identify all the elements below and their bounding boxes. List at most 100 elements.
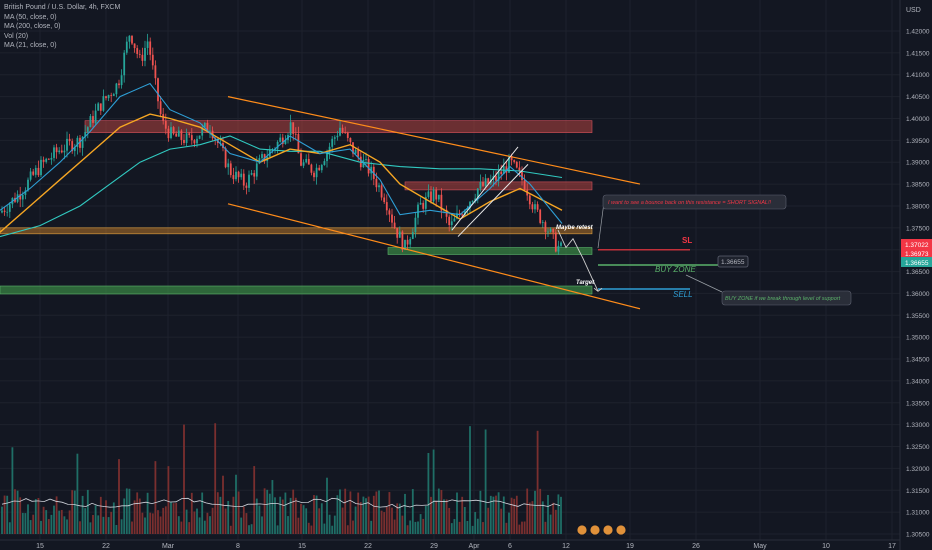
volume-bars [1,423,562,534]
symbol-title[interactable]: British Pound / U.S. Dollar, 4h, FXCM [4,4,121,11]
candle-body [515,161,518,168]
volume-bar [203,520,206,534]
volume-bar [492,496,495,534]
sl-label: SL [682,236,692,245]
volume-bar [253,466,256,534]
candle-body [432,189,435,202]
volume-bar [541,501,544,534]
volume-bar [443,499,445,534]
indicator-ma200[interactable]: MA (200, close, 0) [4,23,61,30]
price-tag [901,248,932,258]
candle-body [1,210,3,213]
candle-body [307,158,310,165]
candle-body [427,191,430,197]
volume-bar [76,453,79,534]
price-tick-label: 1.31500 [906,488,930,495]
volume-bar [313,495,315,534]
volume-bar [489,495,492,534]
volume-bar [385,506,388,534]
volume-bar [453,519,456,534]
candle-body [557,245,560,252]
candle-body [424,196,427,209]
candle-body [188,133,191,136]
time-axis[interactable]: 15 22 Mar 8 15 22 29 Apr 6 12 19 26 May 10 17 [0,539,900,550]
volume-bar [227,500,230,534]
candle-body [305,158,308,163]
candle-body [45,158,48,162]
volume-bar [81,495,84,534]
volume-bar [183,424,185,534]
candle-body [154,65,157,79]
volume-bar [53,505,55,534]
volume-bar [419,514,422,534]
indicator-ma50[interactable]: MA (50, close, 0) [4,13,57,21]
volume-bar [362,496,365,534]
volume-bar [172,503,175,534]
candle-body [50,157,53,160]
candle-body [554,232,557,252]
candle-body [339,127,341,136]
candle-body [34,167,37,175]
volume-bar [138,498,141,534]
volume-bar [279,496,282,534]
indicator-ma21[interactable]: MA (21, close, 0) [4,42,57,49]
candle-body [292,122,295,134]
candle-body [391,214,393,223]
volume-bar [157,510,159,534]
volume-bar [3,495,6,534]
volume-bar [237,491,240,534]
candle-body [76,137,79,147]
time-tick-label: 15 [298,543,306,550]
volume-bar [58,510,61,534]
time-tick-label: 8 [236,543,240,550]
event-flag-icon[interactable] [615,524,627,536]
volume-bar [456,492,458,534]
volume-bar [214,423,217,534]
volume-ma-line [1,497,561,509]
price-tag-label: 1.36973 [905,251,929,258]
candle-body [203,122,206,128]
indicator-vol[interactable]: Vol (20) [4,32,29,40]
volume-bar [177,516,180,534]
candle-body [73,146,76,152]
candle-body [445,209,448,217]
candle-body [497,171,500,181]
volume-bar [409,520,412,534]
volume-bar [118,459,120,534]
event-flag-icon[interactable] [602,524,614,536]
candle-body [453,218,456,222]
candle-body [302,162,305,166]
volume-bar [115,524,118,534]
candle-body [320,164,323,171]
volume-bar [388,492,391,534]
event-flag-icon[interactable] [576,524,588,536]
candle-body [300,153,302,166]
volume-bar [27,504,29,534]
buy-zone-note[interactable] [721,290,852,306]
volume-bar [242,506,245,534]
candle-body [118,83,120,86]
volume-bar [448,507,451,534]
projection-arrow-icon [593,287,603,292]
price-axis[interactable]: USD 1.42000 1.41500 1.41000 1.40500 1.40000 1.… [899,0,932,550]
volume-bar [294,497,297,534]
volume-bar [162,507,165,534]
candle-body [3,210,6,212]
event-flag-icon[interactable] [589,524,601,536]
candle-body [284,140,287,144]
volume-bar [24,513,27,534]
price-tick-label: 1.34500 [906,357,930,364]
candle-body [40,159,42,176]
candle-body [463,210,466,216]
volume-bar [154,461,157,534]
candle-body [136,48,139,54]
candle-body [469,201,471,209]
volume-bar [523,521,526,534]
candle-body [487,178,490,184]
volume-bar [123,498,126,534]
candle-body [167,128,170,139]
short-signal-note[interactable] [602,194,787,210]
price-tag [901,257,932,267]
candle-body [547,231,549,233]
